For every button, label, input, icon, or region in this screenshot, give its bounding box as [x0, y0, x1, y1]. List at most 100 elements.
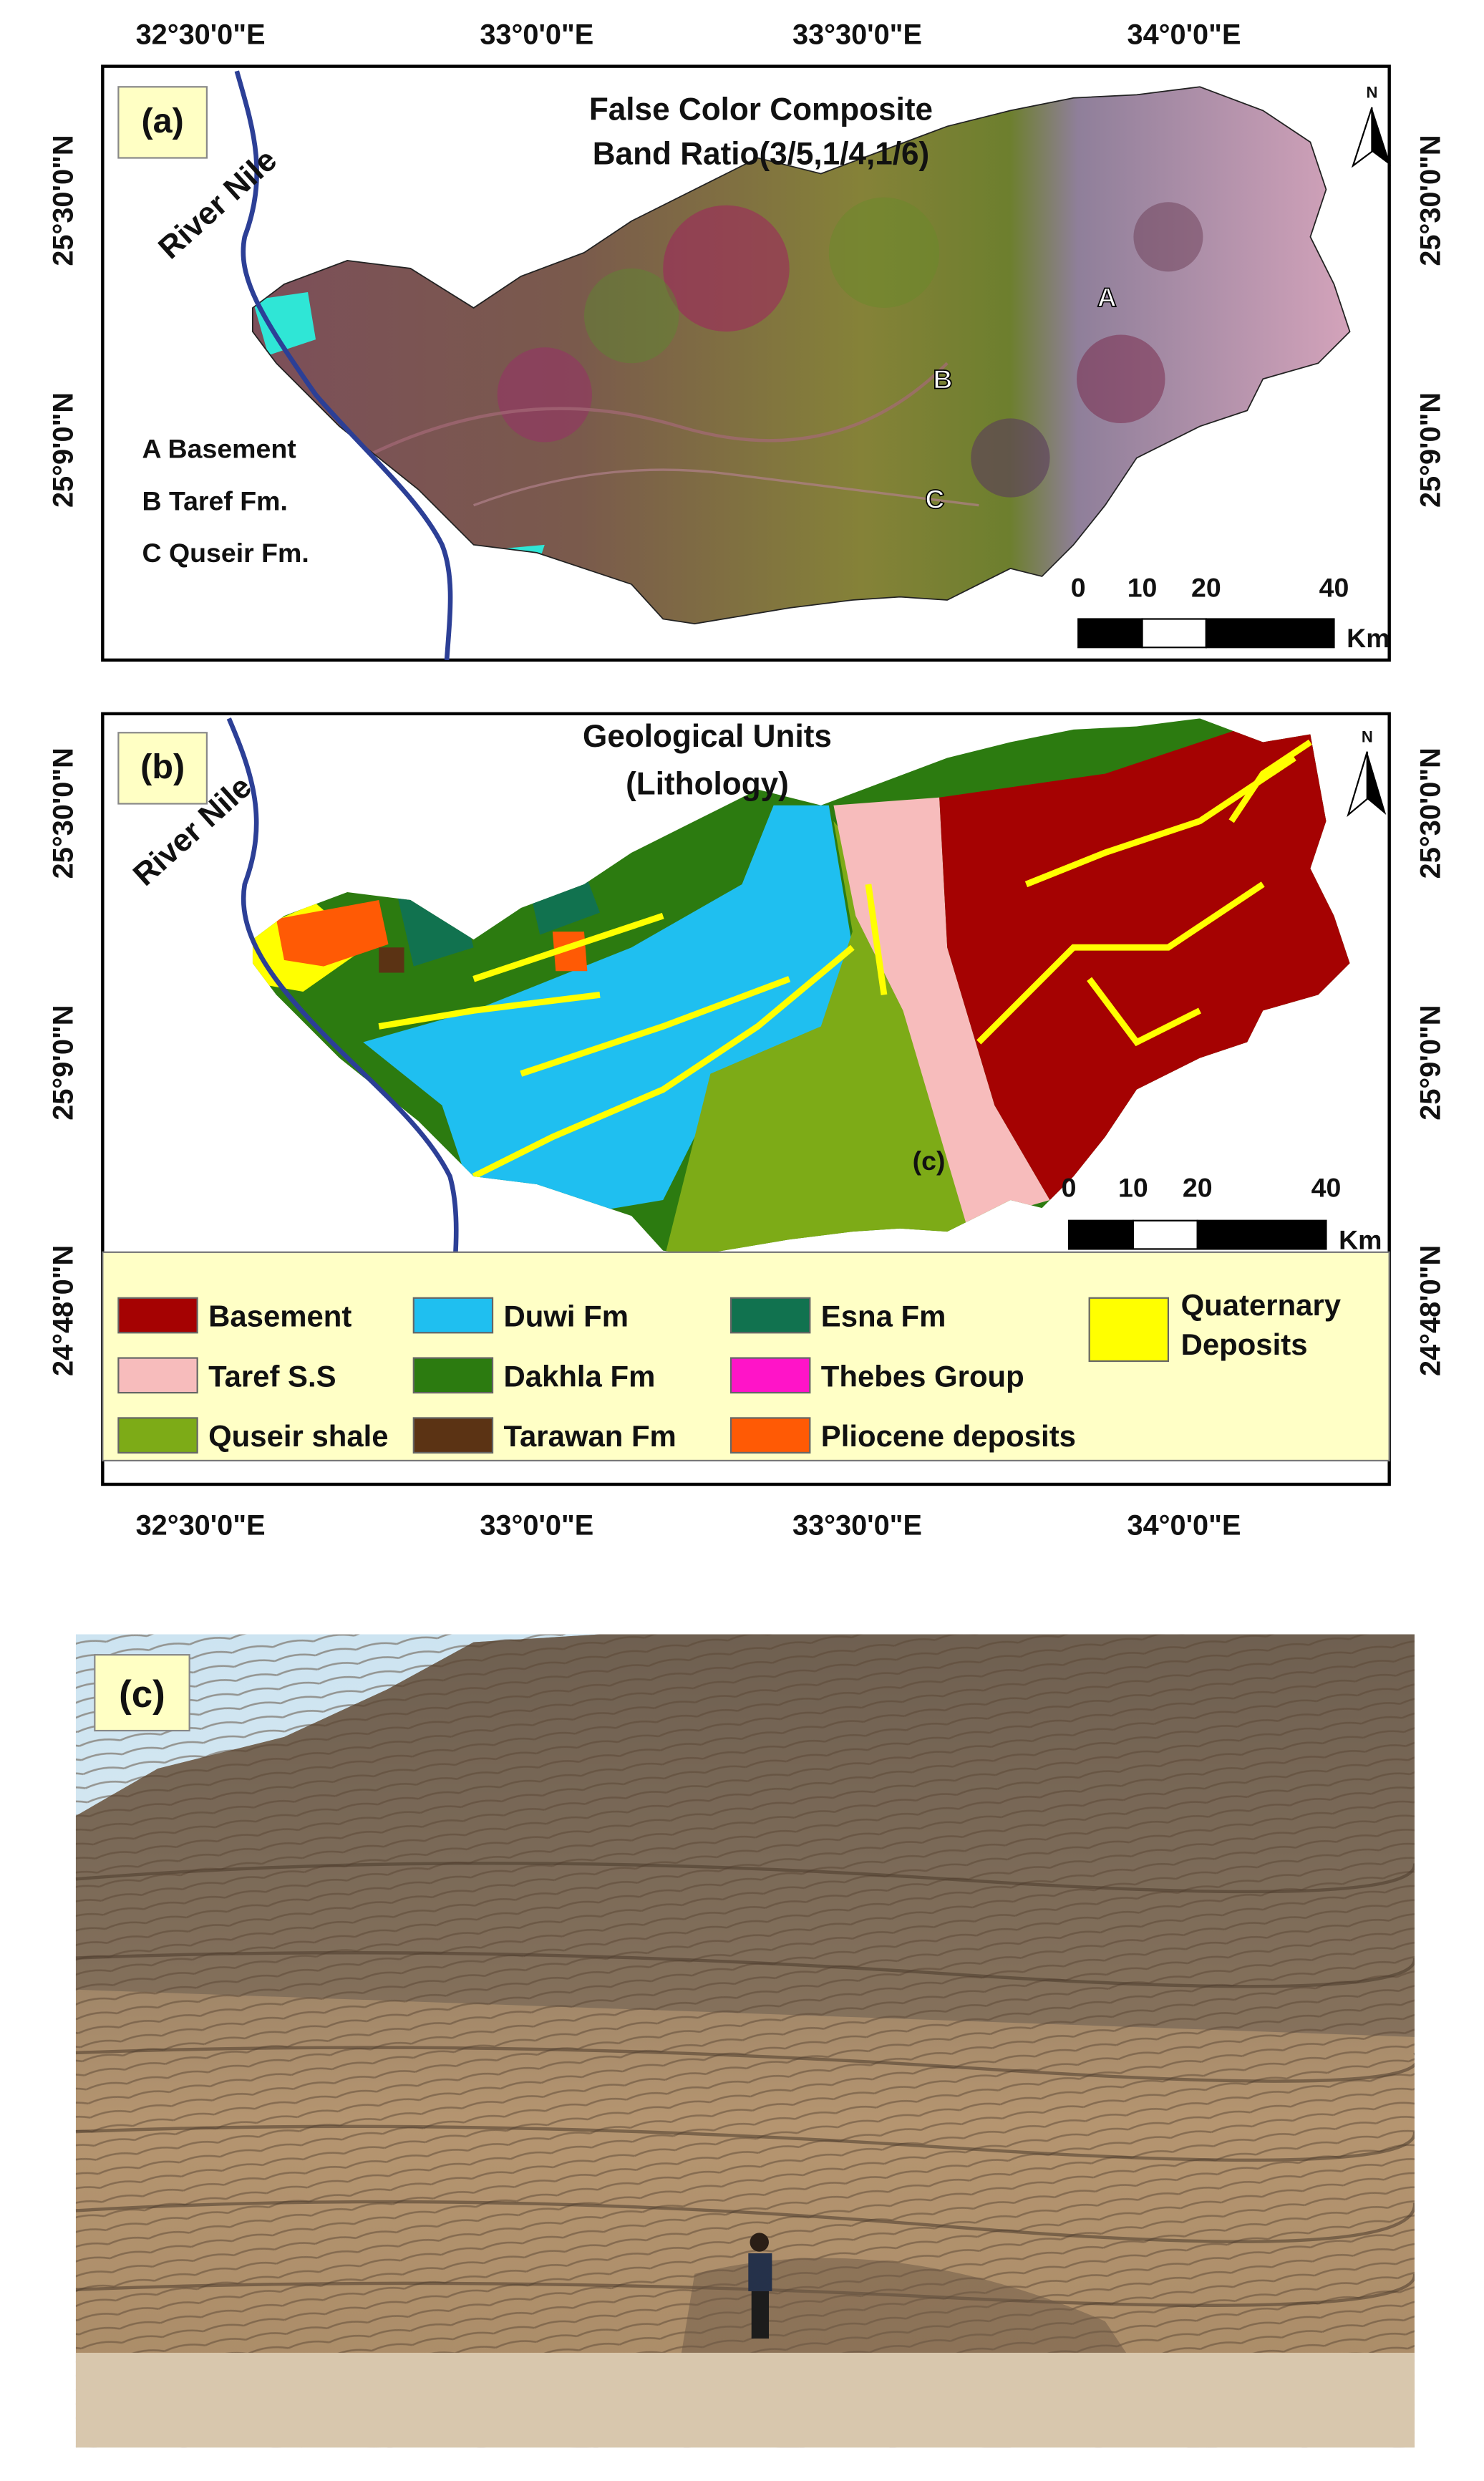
- map-shape: [971, 418, 1050, 498]
- map-shape: [748, 2253, 772, 2291]
- annotation: A Basement: [142, 434, 296, 464]
- map-shape: [75, 2200, 1415, 2243]
- scale-segment: [1196, 1219, 1327, 1250]
- map-shape: [75, 1951, 1415, 1988]
- map-shape: [75, 2352, 1415, 2448]
- scale-tick-label: 40: [1311, 1173, 1342, 1203]
- map-shape: [1077, 334, 1165, 424]
- legend-swatch: [412, 1297, 494, 1334]
- longitude-label: 33°30'0"E: [792, 1510, 922, 1542]
- latitude-label: 25°9'0"N: [47, 392, 79, 508]
- field-photo: (c): [75, 1634, 1415, 2448]
- river: [226, 717, 459, 1311]
- longitude-label: 33°30'0"E: [792, 19, 922, 51]
- geology-unit: [363, 805, 884, 1217]
- panel-label: (b): [140, 748, 185, 786]
- latitude-label: 25°30'0"N: [47, 135, 79, 266]
- panel-b: (b) Geological Units (Lithology) River N…: [101, 712, 1391, 1486]
- legend-swatch: [117, 1357, 198, 1394]
- longitude-label: 34°0'0"E: [1127, 1510, 1241, 1542]
- legend-swatch: [117, 1417, 198, 1454]
- scale-unit: Km: [1339, 1224, 1382, 1254]
- longitude-label: 33°0'0"E: [480, 19, 593, 51]
- panel-title: Geological Units: [583, 719, 832, 754]
- scale-tick-label: 10: [1127, 573, 1158, 603]
- map-shape: [583, 268, 679, 364]
- north-label: N: [1366, 84, 1377, 102]
- map-shape: [828, 197, 940, 309]
- panel-label: (a): [142, 102, 184, 140]
- wadi-deposit: [378, 991, 601, 1030]
- panel-a: (a) False Color Composite Band Ratio(3/5…: [101, 64, 1391, 662]
- map-shape: [751, 2291, 769, 2339]
- north-arrow: N: [1351, 84, 1391, 168]
- map-shape: A B C: [924, 281, 1117, 515]
- legend-label: Duwi Fm: [503, 1299, 629, 1333]
- north-label: N: [1362, 728, 1373, 746]
- scale-bars: 0 10 20 40 Km 0 10 20 40 Km: [1062, 573, 1390, 1255]
- map-shape: [750, 2233, 769, 2252]
- scale-tick-label: 20: [1191, 573, 1221, 603]
- panel-title: Band Ratio(3/5,1/4,1/6): [593, 136, 929, 171]
- scale-tick-label: 40: [1319, 573, 1349, 603]
- map-shape: [75, 1862, 1415, 2307]
- longitude-label: 32°30'0"E: [136, 19, 266, 51]
- panel-label: (c): [119, 1673, 165, 1716]
- latitude-label: 25°9'0"N: [1415, 392, 1446, 508]
- scale-tick-label: 10: [1118, 1173, 1148, 1203]
- longitude-label: 34°0'0"E: [1127, 19, 1241, 51]
- map-shape: [75, 2046, 1415, 2083]
- legend-swatch: [412, 1417, 494, 1454]
- panel-label-box: [117, 732, 208, 805]
- north-arrow: N: [1347, 728, 1387, 818]
- scale-segment: [1205, 618, 1335, 649]
- wadi-deposit: [976, 881, 1265, 1045]
- wadi-deposit: [520, 976, 791, 1077]
- legend-label: Deposits: [1181, 1327, 1308, 1361]
- legend-label: Quseir shale: [208, 1419, 388, 1453]
- legend-swatch: [117, 1297, 198, 1334]
- map-shape: [473, 468, 979, 507]
- latitude-label: 25°30'0"N: [1415, 135, 1446, 266]
- map-marker: B: [933, 364, 952, 395]
- map-shape: [1351, 107, 1373, 168]
- map-shape: [252, 291, 316, 356]
- legend-swatch: [729, 1357, 811, 1394]
- latitude-label: 24°48'0"N: [1415, 1245, 1446, 1376]
- geology-unit: [833, 797, 1050, 1224]
- latitude-label: 25°30'0"N: [47, 748, 79, 879]
- annotation: C Quseir Fm.: [142, 538, 309, 568]
- legend: Basement Taref S.S Quseir shale Duwi Fm Dakh…: [117, 1288, 1342, 1454]
- scale-unit: Km: [1347, 623, 1390, 653]
- legend-swatch: [729, 1297, 811, 1334]
- map-shape: [497, 347, 592, 442]
- map-shape: [75, 1862, 1415, 1894]
- longitude-label: 33°0'0"E: [480, 1510, 593, 1542]
- map-marker: A: [1097, 282, 1117, 312]
- legend-swatch: [1088, 1297, 1170, 1363]
- panel-title: (Lithology): [626, 766, 789, 801]
- map-shape: [1372, 107, 1391, 166]
- map-marker: C: [925, 484, 944, 514]
- map-shape: [1367, 751, 1387, 815]
- panel-label-box: [94, 1654, 190, 1732]
- wadi-deposit: [472, 944, 855, 1179]
- legend-label: Basement: [208, 1299, 351, 1333]
- map-shape: [1347, 751, 1368, 818]
- legend-label: Thebes Group: [821, 1359, 1024, 1393]
- legend-label: Taref S.S: [208, 1359, 336, 1393]
- map-shape: [1133, 202, 1203, 272]
- latitude-label: 25°30'0"N: [1415, 748, 1446, 879]
- map-shape: [679, 2258, 1137, 2369]
- legend-label: Quaternary: [1181, 1288, 1342, 1322]
- legend-label: Pliocene deposits: [821, 1419, 1076, 1453]
- map-shape: [75, 2124, 1415, 2162]
- geology-unit: [663, 821, 1027, 1256]
- legend-label: Esna Fm: [821, 1299, 946, 1333]
- latitude-label: 25°9'0"N: [1415, 1005, 1446, 1121]
- map-shape: [663, 205, 790, 332]
- panel-title: False Color Composite: [589, 92, 933, 127]
- longitude-label: 32°30'0"E: [136, 1510, 266, 1542]
- wadi-deposit: [1228, 739, 1312, 823]
